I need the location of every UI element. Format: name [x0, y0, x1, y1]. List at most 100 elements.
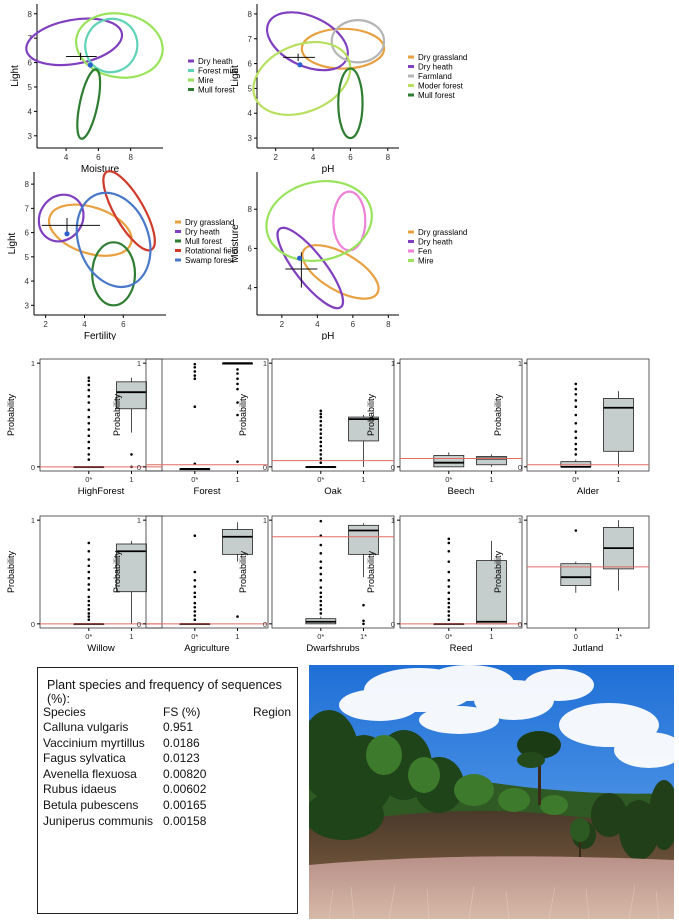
- panel-frame: [271, 358, 395, 472]
- outlier-point: [236, 413, 239, 417]
- outlier-point: [574, 453, 578, 456]
- outlier-point: [87, 383, 91, 387]
- outlier-point: [87, 564, 91, 568]
- y-axis-label: Probability: [366, 550, 376, 593]
- x-tick-label: 0: [574, 632, 578, 641]
- outlier-point: [319, 543, 323, 547]
- outlier-point: [87, 379, 91, 383]
- outlier-point: [319, 415, 323, 419]
- ellipse-dry-heath: [25, 17, 124, 67]
- outlier-point: [87, 458, 91, 461]
- outlier-point: [236, 460, 239, 463]
- boxplot-panel-oak: 0 1 Probability 0* 1 Oak: [238, 358, 395, 497]
- outlier-point: [87, 583, 91, 586]
- legend-label-farmland: Farmland: [418, 72, 452, 81]
- y-tick-label: 3: [248, 134, 253, 143]
- panel-frame: [145, 515, 269, 629]
- y-tick-label: 0: [391, 620, 395, 629]
- x-tick-label: 4: [315, 320, 320, 329]
- species-frequency-table: Plant species and frequency of sequences…: [37, 667, 298, 914]
- x-tick-label: 4: [82, 320, 87, 329]
- outlier-point: [87, 558, 91, 561]
- outlier-point: [130, 453, 133, 456]
- outlier-point: [236, 372, 239, 375]
- outlier-point: [319, 432, 323, 435]
- boxplot-panel-dwarfshrubs: 0 1 Probability 0* 1*Dwarfshrubs: [238, 515, 395, 654]
- outlier-point: [87, 440, 91, 444]
- outlier-point: [87, 428, 91, 431]
- y-axis-label: Probability: [238, 550, 248, 593]
- outlier-point: [319, 444, 323, 448]
- y-tick-label: 0: [137, 620, 141, 629]
- outlier-point: [319, 566, 323, 570]
- outlier-point: [193, 570, 197, 574]
- x-tick-label: 0*: [317, 475, 324, 484]
- y-tick-label: 4: [248, 284, 253, 293]
- species-row: Calluna vulgaris 0.951: [43, 720, 293, 735]
- species-fs-value: 0.0186: [163, 735, 200, 750]
- y-tick-label: 1: [391, 359, 395, 368]
- legend-label-forest-mire: Forest mire: [198, 67, 239, 76]
- y-axis-label: Probability: [112, 550, 122, 593]
- species-row: Fagus sylvatica 0.0123: [43, 751, 293, 766]
- outlier-point: [319, 412, 323, 416]
- outlier-point: [87, 434, 91, 438]
- legend-label-mire: Mire: [418, 257, 434, 266]
- y-tick-label: 4: [248, 109, 253, 118]
- legend-label-dry-heath: Dry heath: [418, 238, 453, 247]
- iqr-box: [116, 381, 147, 410]
- ellipse-mull-forest: [91, 241, 137, 307]
- outlier-point: [193, 610, 197, 613]
- outlier-point: [319, 436, 323, 440]
- y-tick-label: 1: [31, 516, 35, 525]
- outlier-point: [319, 608, 323, 611]
- outlier-point: [319, 424, 323, 427]
- y-tick-label: 5: [25, 253, 30, 262]
- ellipse-mire: [74, 12, 164, 79]
- x-axis-label: Oak: [324, 486, 342, 497]
- panel-frame: [399, 358, 523, 472]
- x-tick-label: 1*: [360, 632, 367, 641]
- species-name: Rubus idaeus: [43, 782, 117, 797]
- y-tick-label: 6: [248, 60, 253, 69]
- outlier-point: [87, 612, 91, 615]
- legend-label-dry-heath: Dry heath: [185, 228, 220, 237]
- species-fs-value: 0.00820: [163, 766, 207, 781]
- outlier-point: [319, 560, 323, 563]
- y-tick-label: 3: [25, 301, 30, 310]
- x-tick-label: 1: [129, 475, 133, 484]
- outlier-point: [447, 578, 451, 582]
- x-tick-label: 8: [128, 153, 133, 162]
- x-tick-label: 1: [129, 632, 133, 641]
- ellipse-dry-grassland: [300, 27, 386, 70]
- outlier-point: [319, 453, 323, 456]
- y-tick-label: 1: [518, 516, 522, 525]
- x-tick-label: 0*: [85, 475, 92, 484]
- x-tick-label: 2: [273, 153, 278, 162]
- panel-frame: [526, 358, 650, 472]
- ellipse-dry-heath: [37, 193, 85, 243]
- y-tick-label: 6: [248, 244, 253, 253]
- outlier-point: [87, 395, 91, 398]
- outlier-point: [319, 419, 323, 423]
- outlier-point: [193, 578, 197, 582]
- outlier-point: [574, 421, 578, 425]
- outlier-point: [574, 382, 578, 386]
- x-tick-label: 0*: [445, 632, 452, 641]
- outlier-point: [319, 461, 323, 465]
- x-tick-label: 0*: [191, 632, 198, 641]
- outlier-point: [87, 603, 91, 607]
- x-tick-label: 6: [121, 320, 126, 329]
- species-name: Betula pubescens: [43, 798, 139, 812]
- outlier-point: [236, 401, 239, 404]
- y-tick-label: 0: [31, 463, 35, 472]
- outlier-point: [319, 448, 323, 452]
- region-column-header: Region: [253, 705, 292, 719]
- iqr-box: [348, 416, 379, 442]
- y-tick-label: 4: [25, 277, 30, 286]
- outlier-point: [447, 541, 451, 545]
